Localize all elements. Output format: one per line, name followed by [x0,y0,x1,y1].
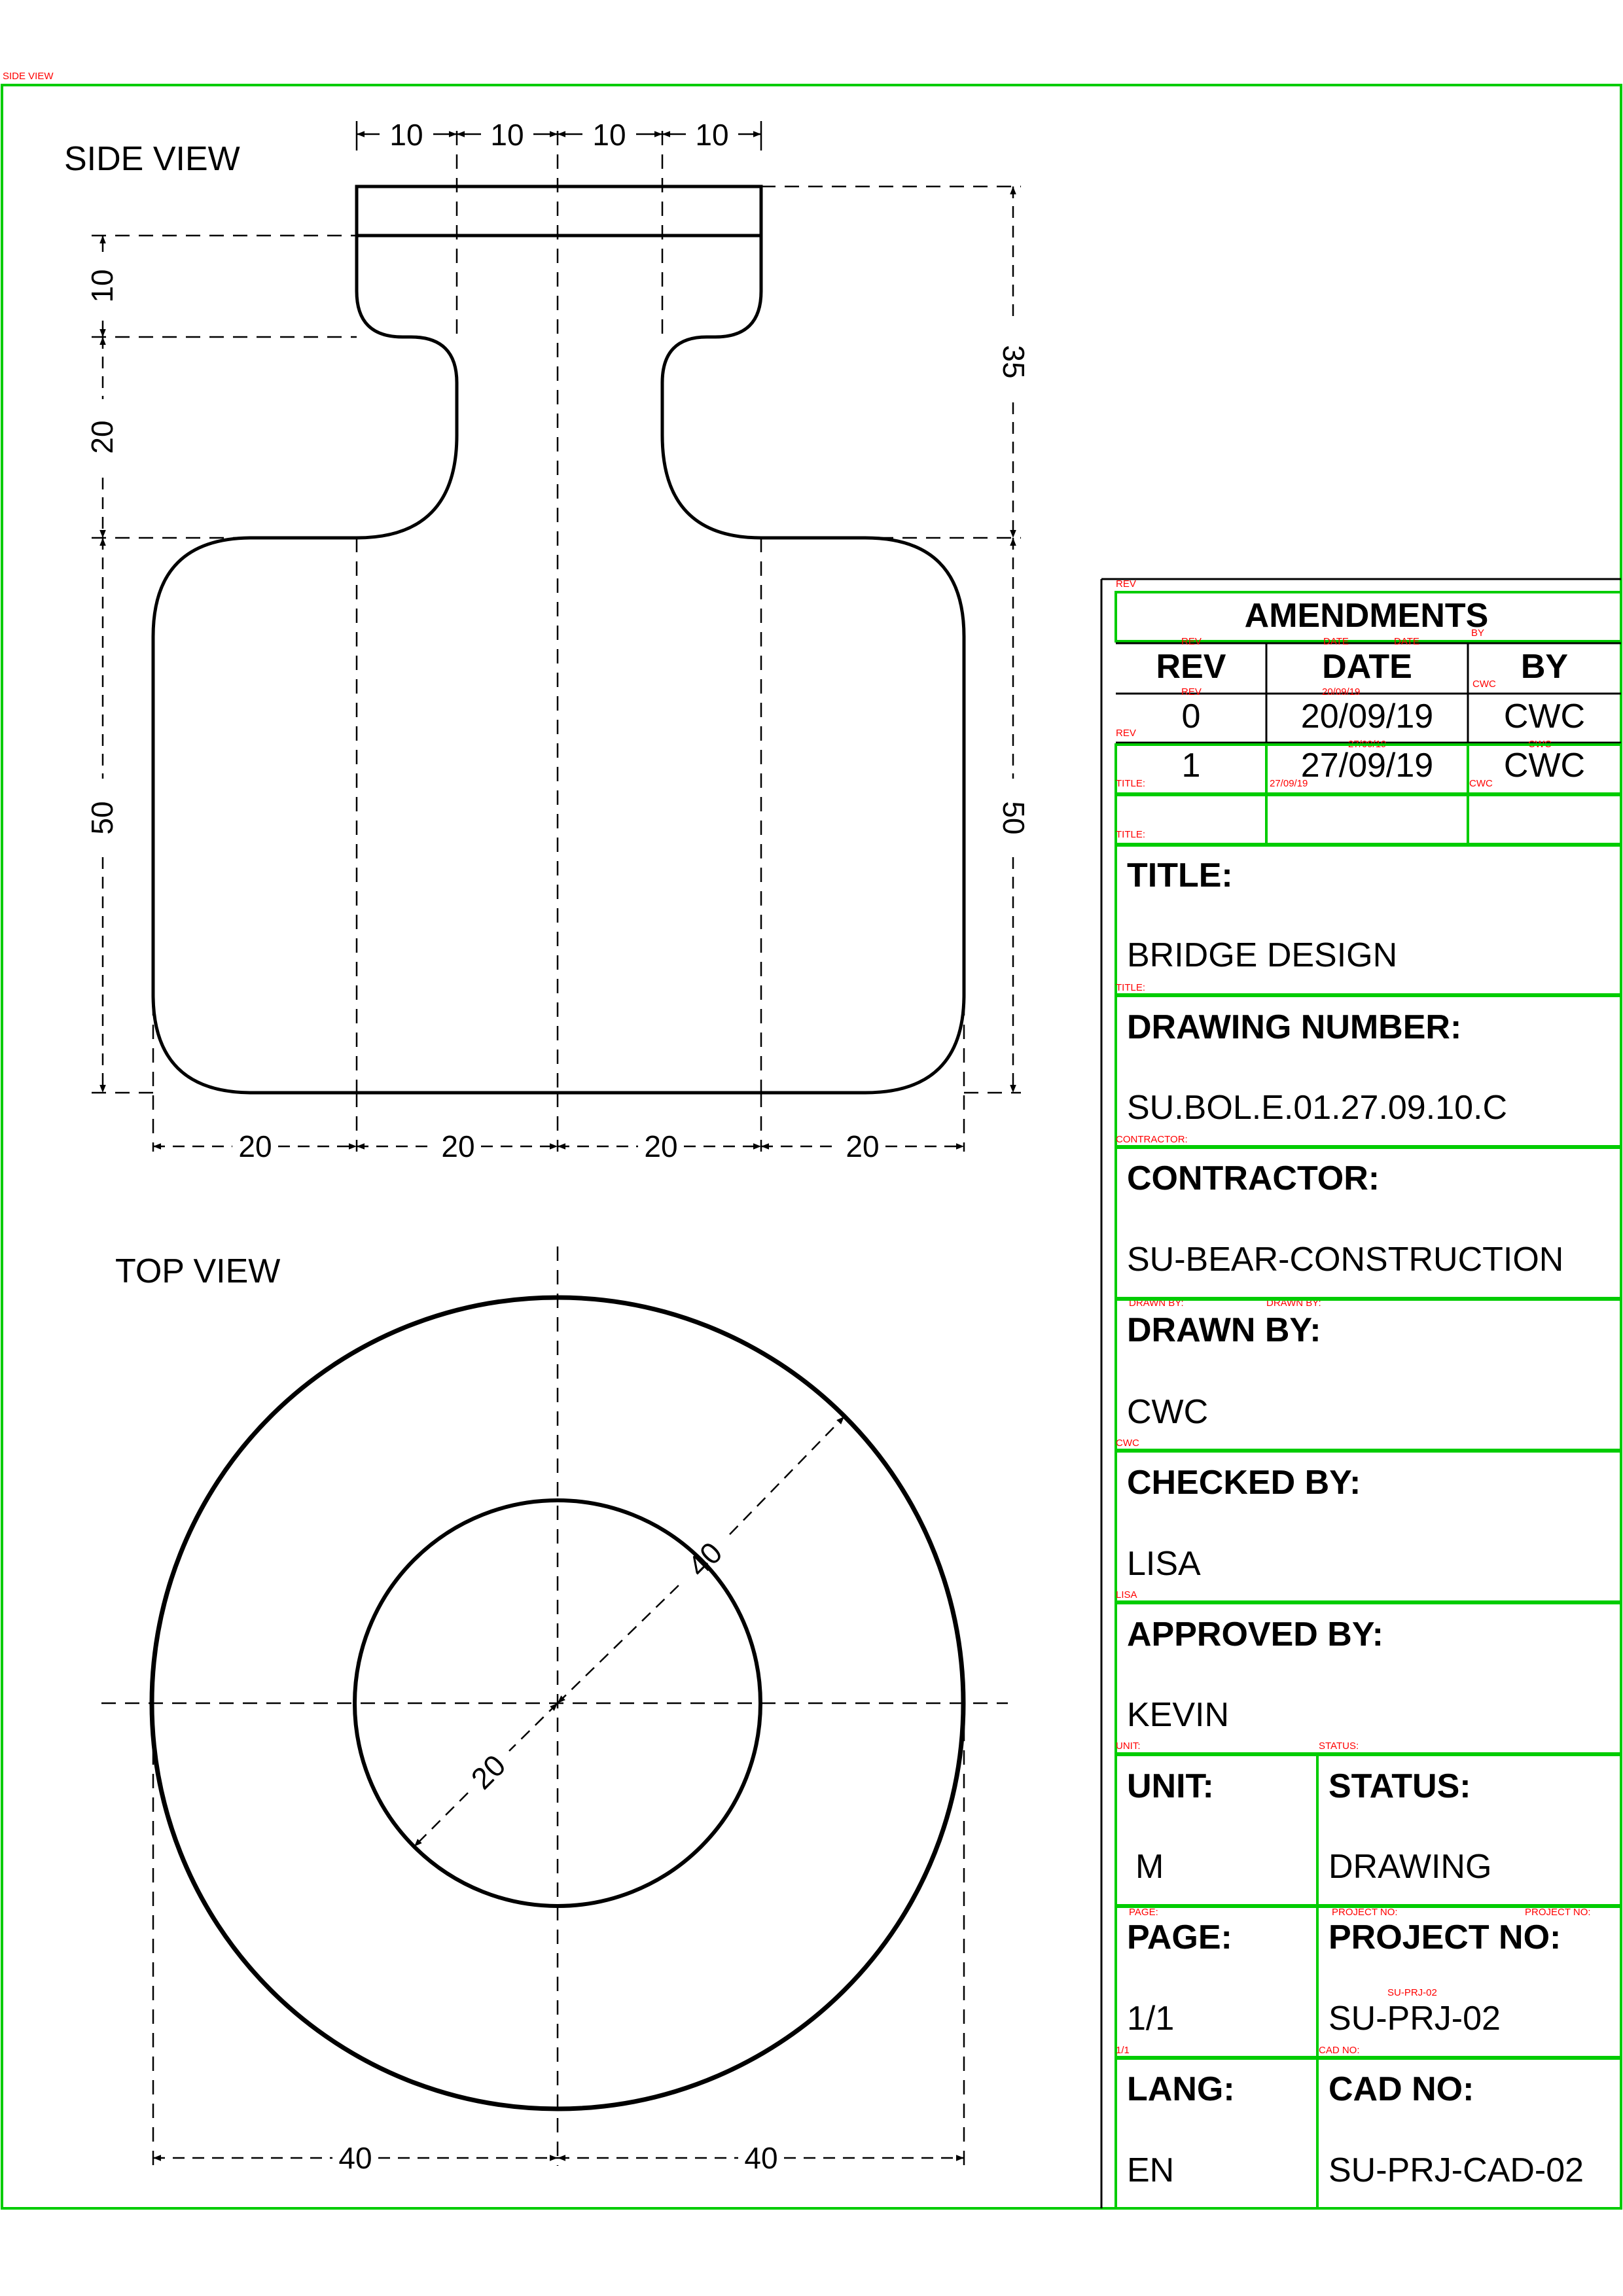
overlay-project-value: SU-PRJ-02 [1387,1987,1437,1998]
drawing-number-label: DRAWING NUMBER: [1127,1008,1461,1046]
overlay-title-a: TITLE: [1116,778,1145,789]
overlay-cad-no: CAD NO: [1319,2045,1360,2056]
amendments-table: AMENDMENTS BY REV DATE BY REV DATE DATE … [1115,591,1622,845]
overlay-lisa: LISA [1116,1589,1137,1600]
dim-inner-radius: 20 [465,1748,512,1796]
overlay-side-view: SIDE VIEW [3,71,54,82]
overlay-date-hdr-2: DATE [1394,636,1419,647]
side-view-hidden-lines [92,131,1021,1152]
cad-no-label: CAD NO: [1329,2070,1474,2108]
dim-left-3: 50 [85,801,119,834]
overlay-rev-hdr: REV [1181,636,1202,647]
dim-bottom-3: 20 [644,1129,677,1163]
dim-bottom-1: 20 [238,1129,272,1163]
overlay-contractor: CONTRACTOR: [1116,1134,1188,1145]
drawn-by-label: DRAWN BY: [1127,1311,1321,1349]
dim-top-1: 10 [389,118,423,152]
overlay-cwc-row1b: CWC [1469,778,1493,789]
dim-left-2: 20 [85,420,119,453]
unit-label: UNIT: [1127,1767,1214,1805]
checked-by-value: LISA [1127,1545,1201,1583]
approved-by-label: APPROVED BY: [1127,1616,1383,1653]
lang-value: EN [1127,2151,1174,2189]
overlay-date-hdr: DATE [1323,636,1349,647]
overlay-project-no-2: PROJECT NO: [1525,1907,1591,1918]
overlay-title-c: TITLE: [1116,982,1145,993]
row-1-by: CWC [1504,747,1585,785]
overlay-rev: REV [1116,578,1136,590]
overlay-rev-row: REV [1181,686,1202,698]
status-label: STATUS: [1329,1767,1471,1805]
row-0-by: CWC [1504,698,1585,735]
overlay-unit: UNIT: [1116,1740,1141,1752]
overlay-page: PAGE: [1129,1907,1158,1918]
overlay-title-b: TITLE: [1116,829,1145,840]
dim-bottom-4: 20 [846,1129,879,1163]
overlay-page-value: 1/1 [1116,2045,1130,2056]
top-view: TOP VIEW 40 20 40 40 [101,1246,1008,2175]
checked-by-label: CHECKED BY: [1127,1464,1361,1502]
drawn-by-value: CWC [1127,1393,1208,1431]
page-value: 1/1 [1127,2000,1174,2038]
dim-top-2: 10 [490,118,524,152]
overlay-cwc-row0: CWC [1472,679,1496,690]
overlay-date-value-1b: 27/09/19 [1270,778,1308,789]
row-1-rev: 1 [1182,747,1201,785]
dim-bottom-2: 20 [441,1129,474,1163]
overlay-project-no: PROJECT NO: [1332,1907,1398,1918]
col-date-header: DATE [1322,648,1412,686]
overlay-by: BY [1471,627,1484,639]
page-label: PAGE: [1127,1918,1232,1956]
unit-value: M [1135,1848,1164,1886]
side-view-outline [151,185,966,1095]
overlay-date-value-0: 20/09/19 [1322,686,1360,698]
status-value: DRAWING [1329,1848,1491,1886]
lang-label: LANG: [1127,2070,1235,2108]
dim-top-3: 10 [592,118,626,152]
drawing-number-value: SU.BOL.E.01.27.09.10.C [1127,1089,1507,1127]
overlay-cwc: CWC [1116,1438,1139,1449]
amendments-heading: AMENDMENTS [1245,597,1489,635]
radius-dims [414,1416,845,1847]
title-label: TITLE: [1127,857,1233,894]
row-0-date: 20/09/19 [1301,698,1433,735]
overlay-rev-row1: REV [1116,728,1136,739]
dim-top-view-right: 40 [744,2141,777,2175]
title-block: REV AMENDMENTS BY REV DATE BY REV DATE D… [1100,578,1622,2210]
contractor-label: CONTRACTOR: [1127,1159,1380,1197]
overlay-status: STATUS: [1319,1740,1359,1752]
side-view-label: SIDE VIEW [64,140,240,178]
dim-top-4: 10 [695,118,728,152]
dim-outer-radius: 40 [681,1536,729,1583]
row-1-date: 27/09/19 [1301,747,1433,785]
title-value: BRIDGE DESIGN [1127,936,1397,974]
col-by-header: BY [1521,648,1568,686]
col-rev-header: REV [1156,648,1226,686]
dim-top-view-left: 40 [338,2141,372,2175]
dim-right-1: 35 [997,345,1031,378]
cad-no-value: SU-PRJ-CAD-02 [1329,2151,1584,2189]
dim-right-2: 50 [997,801,1031,834]
top-view-label: TOP VIEW [115,1252,280,1290]
row-0-rev: 0 [1182,698,1201,735]
side-view-dims-top: 10 10 10 10 [355,118,762,152]
dim-left-1: 10 [85,269,119,302]
contractor-value: SU-BEAR-CONSTRUCTION [1127,1241,1563,1279]
approved-by-value: KEVIN [1127,1696,1229,1734]
side-view: SIDE VIEW [64,118,1031,1163]
project-no-value: SU-PRJ-02 [1329,2000,1501,2038]
project-no-label: PROJECT NO: [1329,1918,1561,1956]
